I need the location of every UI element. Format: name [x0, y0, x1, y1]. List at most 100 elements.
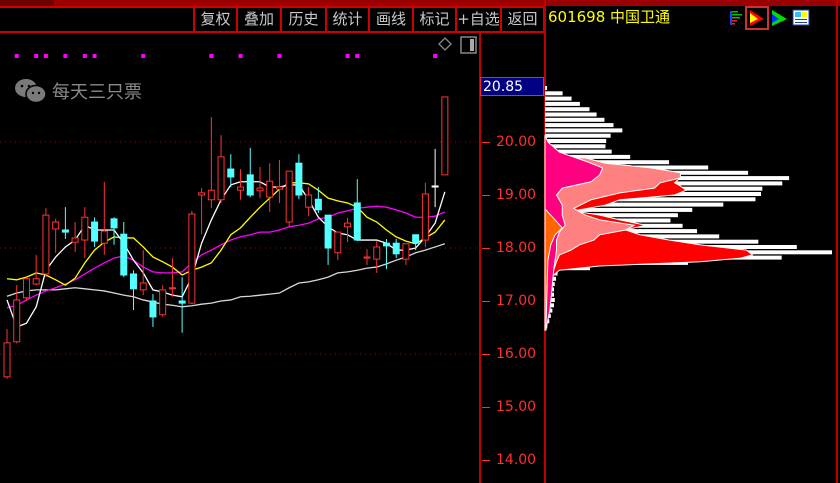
title-band: [0, 0, 840, 6]
signal-marker: [34, 54, 39, 58]
axis-left-border: [479, 33, 481, 483]
chip-bar: [545, 128, 623, 133]
candle-body[interactable]: [441, 96, 449, 176]
toolbar-top-border: [0, 6, 545, 8]
chip-bar: [545, 91, 563, 96]
axis-tick-label: 15.00: [496, 399, 537, 415]
chip-bar: [545, 160, 670, 165]
candle-body[interactable]: [353, 202, 361, 241]
candle-body[interactable]: [217, 156, 225, 201]
history-button[interactable]: 历史: [280, 7, 325, 32]
candle-body[interactable]: [168, 287, 176, 290]
chip-bar: [545, 133, 611, 138]
chip-bar: [545, 101, 580, 106]
axis-tick-label: 17.00: [496, 293, 537, 309]
trend-arrow-icon[interactable]: [770, 8, 788, 28]
candle-body[interactable]: [285, 170, 293, 223]
candle-body[interactable]: [363, 256, 371, 259]
chip-bar: [545, 197, 756, 202]
candle-body[interactable]: [295, 162, 303, 196]
overlay-button[interactable]: 叠加: [236, 7, 280, 32]
candle-body[interactable]: [120, 233, 128, 276]
axis-tick-label: 20.00: [496, 134, 537, 150]
candle-body[interactable]: [324, 214, 332, 249]
watermark-text: 每天三只票: [52, 82, 142, 103]
candle-body[interactable]: [100, 230, 108, 244]
signal-marker: [345, 54, 350, 58]
axis-tick-label: 14.00: [496, 452, 537, 468]
draw-line-button[interactable]: 画线: [368, 7, 412, 32]
candle-body[interactable]: [373, 246, 381, 260]
candle-body[interactable]: [266, 180, 274, 198]
candle-body[interactable]: [91, 221, 99, 242]
restore-rights-button[interactable]: 复权: [193, 7, 236, 32]
candle-body[interactable]: [207, 189, 215, 201]
candle-body[interactable]: [314, 198, 322, 211]
diamond-icon[interactable]: [438, 37, 452, 51]
ma60-line: [6, 243, 446, 308]
candle-body[interactable]: [305, 194, 313, 208]
candle-body[interactable]: [431, 185, 439, 188]
candle-body[interactable]: [421, 193, 429, 241]
axis-tick: [482, 195, 490, 196]
candle-body[interactable]: [382, 242, 390, 247]
last-price-label: 20.85: [480, 76, 544, 96]
mark-button[interactable]: 标记: [412, 7, 455, 32]
signal-marker: [14, 54, 19, 58]
candle-body[interactable]: [13, 299, 21, 343]
chip-bar: [545, 86, 548, 90]
chip-bar: [545, 213, 678, 218]
title-band-left: [0, 0, 54, 6]
candle-body[interactable]: [32, 278, 40, 285]
ma10-line: [6, 182, 446, 286]
candle-body[interactable]: [198, 192, 206, 196]
axis-tick-label: 18.00: [496, 240, 537, 256]
statistics-button[interactable]: 统计: [325, 7, 368, 32]
candle-body[interactable]: [402, 243, 410, 260]
candle-body[interactable]: [129, 273, 137, 290]
candle-body[interactable]: [61, 229, 69, 233]
candle-body[interactable]: [275, 186, 283, 190]
signal-marker: [43, 54, 48, 58]
axis-tick: [482, 460, 490, 461]
axis-tick: [482, 142, 490, 143]
candle-body[interactable]: [188, 213, 196, 304]
stock-title: 601698 中国卫通: [548, 7, 670, 27]
signal-marker: [92, 54, 97, 58]
candle-body[interactable]: [149, 300, 157, 318]
chip-bar: [545, 107, 590, 112]
candle-body[interactable]: [81, 216, 89, 241]
candle-body[interactable]: [22, 278, 30, 299]
candle-body[interactable]: [178, 300, 186, 304]
candle-body[interactable]: [159, 289, 167, 316]
candle-body[interactable]: [71, 237, 79, 243]
add-watchlist-button[interactable]: +自选: [455, 7, 500, 32]
stock-code: 601698: [548, 8, 606, 26]
candle-body[interactable]: [392, 242, 400, 255]
bar-list-icon[interactable]: [728, 8, 746, 28]
chip-bar: [545, 112, 597, 117]
chip-bar: [545, 117, 605, 122]
candle-body[interactable]: [237, 186, 245, 191]
panel-toggle-icon[interactable]: [460, 36, 477, 54]
candle-body[interactable]: [256, 187, 264, 192]
candle-body[interactable]: [344, 222, 352, 228]
candle-body[interactable]: [3, 342, 11, 378]
candle-body[interactable]: [42, 214, 50, 275]
axis-tick: [482, 407, 490, 408]
window-layout-icon[interactable]: [792, 8, 810, 28]
candle-body[interactable]: [52, 221, 60, 230]
chip-bar: [545, 96, 572, 101]
candle-body[interactable]: [246, 174, 254, 196]
signal-marker: [63, 54, 68, 58]
stock-name: 中国卫通: [610, 8, 671, 26]
candle-body[interactable]: [227, 168, 235, 178]
toolbar-bottom-border: [0, 31, 545, 33]
chip-distribution-icon[interactable]: [745, 6, 769, 30]
candle-body[interactable]: [412, 234, 420, 244]
signal-marker: [209, 54, 214, 58]
candle-body[interactable]: [334, 231, 342, 254]
candle-body[interactable]: [139, 282, 147, 291]
candle-body[interactable]: [110, 218, 118, 229]
